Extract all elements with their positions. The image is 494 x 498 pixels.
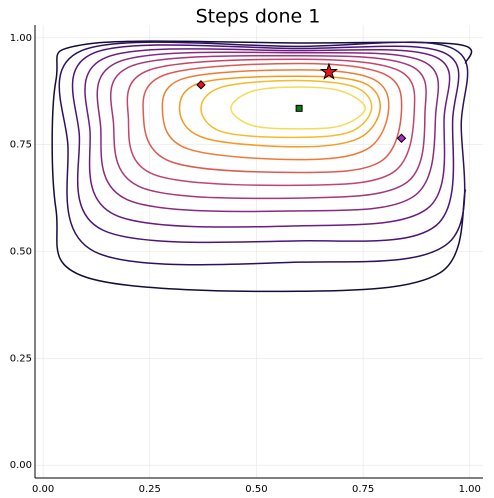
x-tick-label: 0.50 [245, 484, 267, 495]
x-tick-label: 0.00 [32, 484, 54, 495]
marker [295, 104, 303, 112]
x-tick-label: 0.75 [352, 484, 374, 495]
contour-line [96, 51, 440, 213]
marker [319, 62, 339, 80]
contour-line [161, 69, 390, 161]
y-tick-label: 0.75 [10, 140, 32, 151]
contour-line [109, 54, 427, 200]
contour-line [71, 44, 460, 244]
x-tick-label: 0.25 [139, 484, 161, 495]
y-tick-label: 0.50 [10, 247, 32, 258]
contour-line [51, 40, 473, 293]
contour-line [230, 86, 366, 130]
contour-line [58, 41, 469, 266]
contour-line [142, 62, 403, 174]
y-tick-label: 1.00 [10, 33, 32, 44]
x-tick-label: 1.00 [459, 484, 481, 495]
y-tick-label: 0.00 [10, 460, 32, 471]
y-tick-label: 0.25 [10, 353, 32, 364]
contour-line [84, 48, 451, 228]
contour-line [178, 75, 381, 148]
marker [196, 80, 206, 90]
contour-line [200, 79, 373, 139]
chart-title: Steps done 1 [196, 6, 321, 28]
contour-line [126, 58, 416, 187]
marker [396, 133, 407, 143]
